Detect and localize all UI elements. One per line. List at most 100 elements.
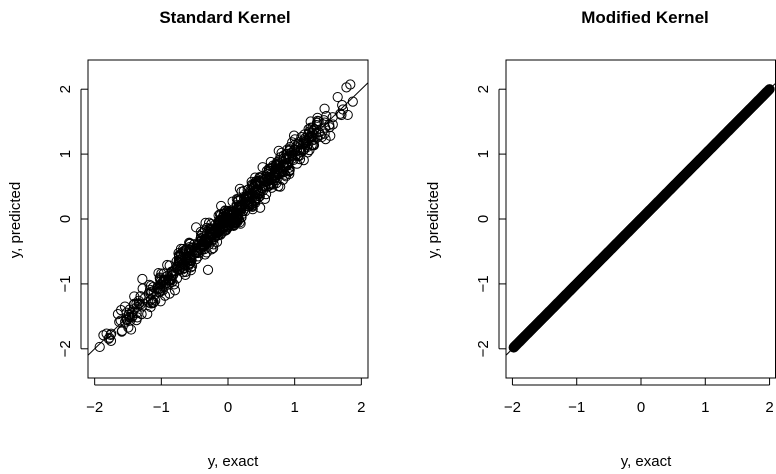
data-point xyxy=(287,137,298,148)
data-point xyxy=(299,129,310,140)
x-tick-label: 2 xyxy=(357,399,365,416)
data-point xyxy=(336,109,347,121)
y-tick-label: 1 xyxy=(57,150,74,158)
data-point xyxy=(191,222,202,233)
chart-title: Standard Kernel xyxy=(159,8,290,27)
data-point xyxy=(242,184,253,195)
data-point xyxy=(230,208,241,219)
y-tick-label: 1 xyxy=(475,150,492,158)
data-point xyxy=(255,202,266,213)
x-tick-label: 0 xyxy=(637,399,645,416)
data-point xyxy=(168,269,179,280)
x-tick-label: 1 xyxy=(701,399,709,416)
plot-frame xyxy=(87,59,369,379)
data-point xyxy=(319,103,330,114)
data-point xyxy=(114,316,125,327)
data-point xyxy=(177,267,189,278)
x-tick-label: −1 xyxy=(153,399,170,416)
data-point xyxy=(219,225,230,236)
data-point xyxy=(202,264,214,276)
data-point xyxy=(345,79,356,90)
scatter-points xyxy=(508,84,775,353)
data-point xyxy=(234,217,245,228)
data-point xyxy=(228,206,239,217)
data-point xyxy=(341,82,352,93)
y-ticks: −2 −1 0 1 2 xyxy=(57,85,88,357)
data-point xyxy=(136,301,147,312)
x-tick-label: 2 xyxy=(765,399,773,416)
data-point xyxy=(320,134,331,145)
x-axis-label: y, exact xyxy=(621,453,672,470)
y-tick-label: 0 xyxy=(57,215,74,223)
data-point xyxy=(121,314,132,325)
data-point xyxy=(281,148,292,159)
data-point xyxy=(169,285,181,296)
data-point xyxy=(308,139,319,150)
y-tick-label: −2 xyxy=(57,340,74,357)
data-point xyxy=(208,229,219,240)
data-point xyxy=(250,186,262,197)
data-point xyxy=(153,267,164,279)
data-point xyxy=(142,308,153,320)
data-point xyxy=(175,243,187,254)
data-point xyxy=(217,223,228,234)
data-point xyxy=(281,154,292,165)
data-point xyxy=(200,217,211,228)
data-point xyxy=(131,301,143,313)
data-point xyxy=(135,291,146,302)
scatter-points xyxy=(94,79,358,353)
data-point xyxy=(183,244,195,255)
identity-line xyxy=(87,82,369,356)
panel-modified-kernel: Modified Kernel y, exact y, predicted −2… xyxy=(425,8,776,470)
data-point xyxy=(213,215,224,227)
data-point xyxy=(284,164,295,175)
data-point xyxy=(204,217,215,228)
data-point xyxy=(305,122,316,133)
data-point xyxy=(252,192,263,204)
y-tick-label: 0 xyxy=(475,215,492,223)
x-tick-label: 0 xyxy=(224,399,232,416)
y-ticks: −2 −1 0 1 2 xyxy=(475,85,506,357)
data-point xyxy=(347,96,358,107)
x-tick-label: −2 xyxy=(86,399,103,416)
y-tick-label: −2 xyxy=(475,340,492,357)
data-point xyxy=(125,324,137,335)
data-point xyxy=(184,258,195,269)
data-point xyxy=(202,227,213,239)
data-point xyxy=(288,130,300,141)
data-point xyxy=(332,91,343,103)
data-point xyxy=(252,177,263,188)
identity-line xyxy=(505,83,776,356)
data-point xyxy=(312,115,323,127)
x-ticks: −2 −1 0 1 2 xyxy=(86,378,366,416)
data-point xyxy=(296,132,307,143)
data-point xyxy=(292,138,304,149)
data-point xyxy=(275,181,286,192)
data-point xyxy=(208,243,219,254)
y-axis-label: y, predicted xyxy=(425,182,442,258)
data-point xyxy=(236,211,247,222)
data-point xyxy=(272,159,283,170)
data-point xyxy=(263,165,275,176)
data-point xyxy=(148,285,159,297)
data-point xyxy=(123,322,134,333)
data-point xyxy=(164,288,175,299)
y-tick-label: 2 xyxy=(475,85,492,93)
data-point xyxy=(105,329,116,341)
y-tick-label: −1 xyxy=(475,275,492,292)
data-point xyxy=(254,172,265,183)
data-point xyxy=(235,200,246,211)
data-point xyxy=(112,309,124,320)
data-point xyxy=(174,255,185,266)
data-point xyxy=(105,335,117,346)
x-tick-label: −2 xyxy=(504,399,521,416)
x-tick-label: 1 xyxy=(290,399,298,416)
data-point xyxy=(258,185,269,196)
data-point xyxy=(94,341,105,353)
data-point xyxy=(269,166,280,177)
data-point xyxy=(228,219,239,230)
data-point xyxy=(206,228,217,239)
y-tick-label: −1 xyxy=(57,275,74,292)
panel-standard-kernel: Standard Kernel y, exact y, predicted −2… xyxy=(7,8,369,470)
data-point xyxy=(250,172,261,183)
